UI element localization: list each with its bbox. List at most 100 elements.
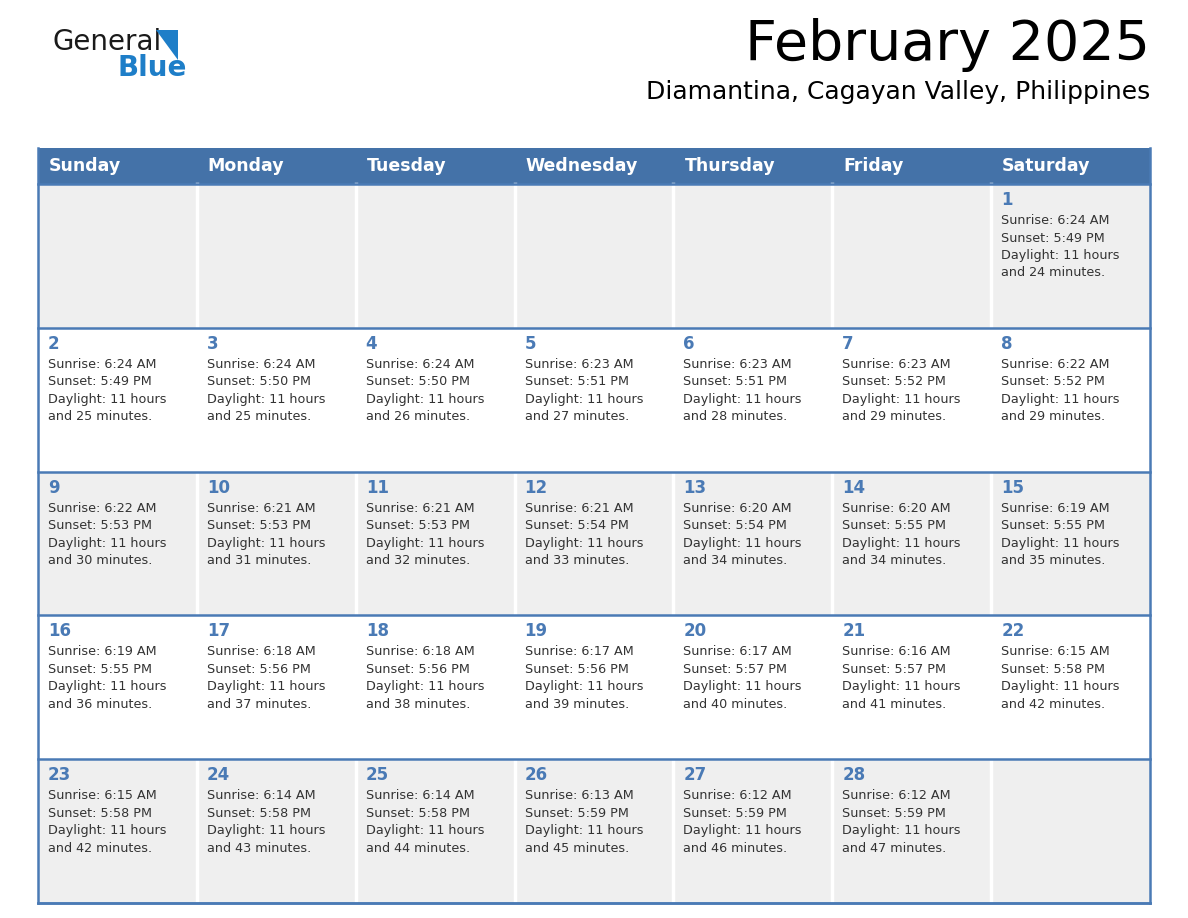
Text: Sunrise: 6:15 AM: Sunrise: 6:15 AM: [48, 789, 157, 802]
Text: 28: 28: [842, 767, 865, 784]
Bar: [38, 472, 1150, 615]
Text: 3: 3: [207, 335, 219, 353]
Text: and 35 minutes.: and 35 minutes.: [1001, 554, 1106, 567]
Text: Sunrise: 6:23 AM: Sunrise: 6:23 AM: [842, 358, 950, 371]
Text: and 42 minutes.: and 42 minutes.: [1001, 698, 1105, 711]
Text: and 34 minutes.: and 34 minutes.: [683, 554, 788, 567]
Text: and 29 minutes.: and 29 minutes.: [842, 410, 947, 423]
Text: Sunset: 5:56 PM: Sunset: 5:56 PM: [366, 663, 469, 676]
Text: Sunset: 5:58 PM: Sunset: 5:58 PM: [48, 807, 152, 820]
Text: 11: 11: [366, 478, 388, 497]
Bar: [674, 148, 833, 184]
Text: 27: 27: [683, 767, 707, 784]
Text: Sunset: 5:57 PM: Sunset: 5:57 PM: [842, 663, 947, 676]
Text: Sunrise: 6:20 AM: Sunrise: 6:20 AM: [683, 501, 792, 515]
Text: 25: 25: [366, 767, 388, 784]
Text: 21: 21: [842, 622, 865, 641]
Text: 13: 13: [683, 478, 707, 497]
Text: and 41 minutes.: and 41 minutes.: [842, 698, 947, 711]
Text: Sunset: 5:52 PM: Sunset: 5:52 PM: [842, 375, 946, 388]
Text: Sunrise: 6:20 AM: Sunrise: 6:20 AM: [842, 501, 950, 515]
Text: Daylight: 11 hours: Daylight: 11 hours: [207, 680, 326, 693]
Text: Daylight: 11 hours: Daylight: 11 hours: [842, 537, 961, 550]
Text: Sunrise: 6:21 AM: Sunrise: 6:21 AM: [207, 501, 316, 515]
Text: and 24 minutes.: and 24 minutes.: [1001, 266, 1105, 279]
Text: Daylight: 11 hours: Daylight: 11 hours: [683, 680, 802, 693]
Text: Daylight: 11 hours: Daylight: 11 hours: [525, 537, 643, 550]
Text: and 42 minutes.: and 42 minutes.: [48, 842, 152, 855]
Text: and 47 minutes.: and 47 minutes.: [842, 842, 947, 855]
Text: 20: 20: [683, 622, 707, 641]
Text: Sunset: 5:55 PM: Sunset: 5:55 PM: [842, 519, 947, 532]
Text: Diamantina, Cagayan Valley, Philippines: Diamantina, Cagayan Valley, Philippines: [646, 80, 1150, 104]
Text: Sunrise: 6:21 AM: Sunrise: 6:21 AM: [525, 501, 633, 515]
Text: Sunset: 5:59 PM: Sunset: 5:59 PM: [842, 807, 946, 820]
Text: Daylight: 11 hours: Daylight: 11 hours: [683, 393, 802, 406]
Text: Daylight: 11 hours: Daylight: 11 hours: [683, 824, 802, 837]
Text: 26: 26: [525, 767, 548, 784]
Text: Daylight: 11 hours: Daylight: 11 hours: [525, 393, 643, 406]
Text: and 29 minutes.: and 29 minutes.: [1001, 410, 1105, 423]
Text: Daylight: 11 hours: Daylight: 11 hours: [366, 393, 485, 406]
Text: Daylight: 11 hours: Daylight: 11 hours: [1001, 537, 1119, 550]
Text: Daylight: 11 hours: Daylight: 11 hours: [48, 680, 166, 693]
Bar: [833, 148, 991, 184]
Text: Sunrise: 6:15 AM: Sunrise: 6:15 AM: [1001, 645, 1110, 658]
Text: Sunrise: 6:16 AM: Sunrise: 6:16 AM: [842, 645, 950, 658]
Text: Daylight: 11 hours: Daylight: 11 hours: [683, 537, 802, 550]
Text: and 38 minutes.: and 38 minutes.: [366, 698, 470, 711]
Text: Sunrise: 6:24 AM: Sunrise: 6:24 AM: [1001, 214, 1110, 227]
Bar: [991, 148, 1150, 184]
Text: Sunset: 5:56 PM: Sunset: 5:56 PM: [207, 663, 311, 676]
Text: 22: 22: [1001, 622, 1024, 641]
Text: Sunset: 5:56 PM: Sunset: 5:56 PM: [525, 663, 628, 676]
Text: Sunset: 5:58 PM: Sunset: 5:58 PM: [207, 807, 311, 820]
Text: and 43 minutes.: and 43 minutes.: [207, 842, 311, 855]
Text: 16: 16: [48, 622, 71, 641]
Text: and 25 minutes.: and 25 minutes.: [48, 410, 152, 423]
Bar: [355, 148, 514, 184]
Text: Sunrise: 6:13 AM: Sunrise: 6:13 AM: [525, 789, 633, 802]
Text: Sunrise: 6:21 AM: Sunrise: 6:21 AM: [366, 501, 474, 515]
Text: Sunrise: 6:18 AM: Sunrise: 6:18 AM: [207, 645, 316, 658]
Text: Daylight: 11 hours: Daylight: 11 hours: [207, 824, 326, 837]
Text: Sunrise: 6:12 AM: Sunrise: 6:12 AM: [683, 789, 792, 802]
Text: Sunrise: 6:22 AM: Sunrise: 6:22 AM: [1001, 358, 1110, 371]
Text: Sunrise: 6:24 AM: Sunrise: 6:24 AM: [48, 358, 157, 371]
Text: Sunset: 5:59 PM: Sunset: 5:59 PM: [525, 807, 628, 820]
Text: 8: 8: [1001, 335, 1012, 353]
Bar: [197, 148, 355, 184]
Text: February 2025: February 2025: [745, 18, 1150, 72]
Text: Saturday: Saturday: [1003, 157, 1091, 175]
Text: Sunrise: 6:19 AM: Sunrise: 6:19 AM: [1001, 501, 1110, 515]
Text: Sunrise: 6:17 AM: Sunrise: 6:17 AM: [525, 645, 633, 658]
Text: Daylight: 11 hours: Daylight: 11 hours: [48, 537, 166, 550]
Text: General: General: [52, 28, 162, 56]
Text: Sunrise: 6:17 AM: Sunrise: 6:17 AM: [683, 645, 792, 658]
Bar: [514, 148, 674, 184]
Text: and 25 minutes.: and 25 minutes.: [207, 410, 311, 423]
Text: Sunday: Sunday: [49, 157, 121, 175]
Text: Sunset: 5:54 PM: Sunset: 5:54 PM: [525, 519, 628, 532]
Text: Sunset: 5:59 PM: Sunset: 5:59 PM: [683, 807, 788, 820]
Text: Monday: Monday: [208, 157, 284, 175]
Text: Friday: Friday: [843, 157, 904, 175]
Bar: [38, 184, 1150, 328]
Text: 2: 2: [48, 335, 59, 353]
Text: and 32 minutes.: and 32 minutes.: [366, 554, 470, 567]
Text: Sunrise: 6:19 AM: Sunrise: 6:19 AM: [48, 645, 157, 658]
Text: and 26 minutes.: and 26 minutes.: [366, 410, 469, 423]
Text: Sunset: 5:58 PM: Sunset: 5:58 PM: [1001, 663, 1105, 676]
Text: 4: 4: [366, 335, 378, 353]
Text: and 31 minutes.: and 31 minutes.: [207, 554, 311, 567]
Text: Daylight: 11 hours: Daylight: 11 hours: [525, 824, 643, 837]
Text: Daylight: 11 hours: Daylight: 11 hours: [842, 824, 961, 837]
Text: 1: 1: [1001, 191, 1012, 209]
Text: and 30 minutes.: and 30 minutes.: [48, 554, 152, 567]
Text: and 45 minutes.: and 45 minutes.: [525, 842, 628, 855]
Text: Sunset: 5:53 PM: Sunset: 5:53 PM: [207, 519, 311, 532]
Text: Wednesday: Wednesday: [525, 157, 638, 175]
Text: 12: 12: [525, 478, 548, 497]
Text: Sunset: 5:53 PM: Sunset: 5:53 PM: [366, 519, 469, 532]
Text: 14: 14: [842, 478, 865, 497]
